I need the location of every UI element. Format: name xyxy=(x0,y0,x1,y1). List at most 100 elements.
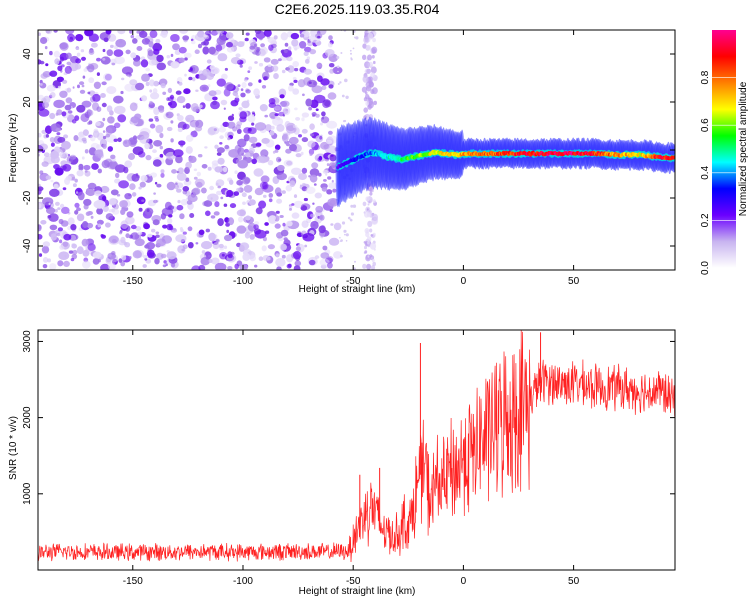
noise-blob xyxy=(166,126,173,132)
noise-blob xyxy=(245,89,251,94)
noise-blob xyxy=(254,30,262,35)
noise-blob xyxy=(301,117,305,122)
noise-blob xyxy=(122,139,131,148)
noise-blob xyxy=(92,258,100,265)
noise-blob xyxy=(66,87,72,93)
noise-blob xyxy=(110,44,114,49)
noise-blob xyxy=(326,163,330,167)
noise-blob xyxy=(162,91,167,96)
noise-blob xyxy=(132,192,137,197)
noise-blob xyxy=(193,176,198,180)
noise-blob xyxy=(149,100,153,105)
noise-blob xyxy=(43,95,51,104)
noise-blob xyxy=(123,241,128,246)
noise-blob xyxy=(70,224,77,231)
noise-blob xyxy=(38,224,42,232)
noise-blob xyxy=(53,164,60,170)
noise-blob xyxy=(339,237,341,239)
noise-blob xyxy=(177,127,183,133)
noise-blob xyxy=(138,151,146,158)
colorbar-tick-label: 0.8 xyxy=(700,70,711,84)
noise-blob xyxy=(309,153,313,157)
noise-blob xyxy=(288,46,292,51)
noise-blob xyxy=(227,121,236,129)
noise-blob xyxy=(94,190,102,197)
noise-blob xyxy=(278,111,285,117)
noise-blob xyxy=(281,254,286,259)
noise-blob xyxy=(254,122,267,131)
noise-blob xyxy=(317,35,321,39)
x-tick-label: 0 xyxy=(461,576,467,587)
noise-blob xyxy=(38,32,41,36)
noise-blob xyxy=(166,55,171,59)
noise-blob xyxy=(349,218,352,221)
noise-blob xyxy=(137,231,143,236)
colorbar-tick-label: 0.2 xyxy=(700,213,711,227)
snr-x-ticks: -150 -100 -50 0 50 xyxy=(123,330,580,587)
noise-blob xyxy=(367,32,374,40)
noise-blob xyxy=(119,229,123,233)
noise-blob xyxy=(107,116,115,124)
noise-blob xyxy=(49,112,56,120)
noise-blob xyxy=(244,232,250,239)
noise-blob xyxy=(241,100,250,109)
noise-blob xyxy=(67,110,73,114)
noise-blob xyxy=(41,161,49,167)
noise-blob xyxy=(276,198,283,204)
noise-blob xyxy=(227,266,233,270)
noise-blob xyxy=(279,94,285,99)
noise-blob xyxy=(288,136,299,145)
noise-blob xyxy=(245,152,251,158)
noise-blob xyxy=(185,146,193,154)
noise-blob xyxy=(371,258,375,263)
noise-blob xyxy=(234,97,240,103)
noise-blob xyxy=(303,197,308,202)
noise-blob xyxy=(291,203,295,206)
noise-blob xyxy=(211,160,219,166)
colorbar-tick-label: 0.4 xyxy=(700,165,711,179)
noise-blob xyxy=(293,79,298,83)
noise-blob xyxy=(217,185,221,189)
noise-blob xyxy=(221,73,228,80)
noise-blob xyxy=(49,263,57,270)
noise-blob xyxy=(132,250,142,259)
noise-blob xyxy=(87,243,96,252)
noise-blob xyxy=(75,47,80,50)
noise-blob xyxy=(48,202,51,206)
noise-blob xyxy=(59,239,63,244)
noise-blob xyxy=(320,78,330,86)
noise-blob xyxy=(371,55,375,59)
noise-blob xyxy=(350,212,354,216)
noise-blob xyxy=(79,89,86,94)
noise-blob xyxy=(283,49,288,53)
x-tick-label: -100 xyxy=(233,276,253,287)
noise-blob xyxy=(125,49,131,55)
noise-blob xyxy=(76,213,85,222)
noise-blob xyxy=(291,167,302,175)
noise-blob xyxy=(49,92,56,98)
noise-blob xyxy=(160,169,165,174)
noise-blob xyxy=(199,104,203,109)
noise-blob xyxy=(38,144,44,153)
colorbar: 0.0 0.2 0.4 0.6 0.8 Normalized spectral ampl… xyxy=(700,30,749,275)
noise-blob xyxy=(133,59,141,67)
noise-blob xyxy=(108,209,113,213)
noise-blob xyxy=(229,203,237,209)
noise-blob xyxy=(53,50,61,58)
noise-blob xyxy=(362,54,367,60)
noise-blob xyxy=(120,236,126,244)
y-tick-label: 3000 xyxy=(22,330,33,353)
noise-blob xyxy=(85,211,91,216)
noise-blob xyxy=(115,38,127,48)
noise-blob xyxy=(110,154,116,160)
noise-blob xyxy=(49,137,55,143)
noise-blob xyxy=(159,153,164,158)
noise-blob xyxy=(100,234,104,238)
noise-blob xyxy=(77,189,81,193)
noise-blob xyxy=(107,252,116,260)
noise-blob xyxy=(54,208,58,213)
noise-blob xyxy=(251,122,255,126)
noise-blob xyxy=(336,65,340,69)
noise-blob xyxy=(236,128,242,134)
